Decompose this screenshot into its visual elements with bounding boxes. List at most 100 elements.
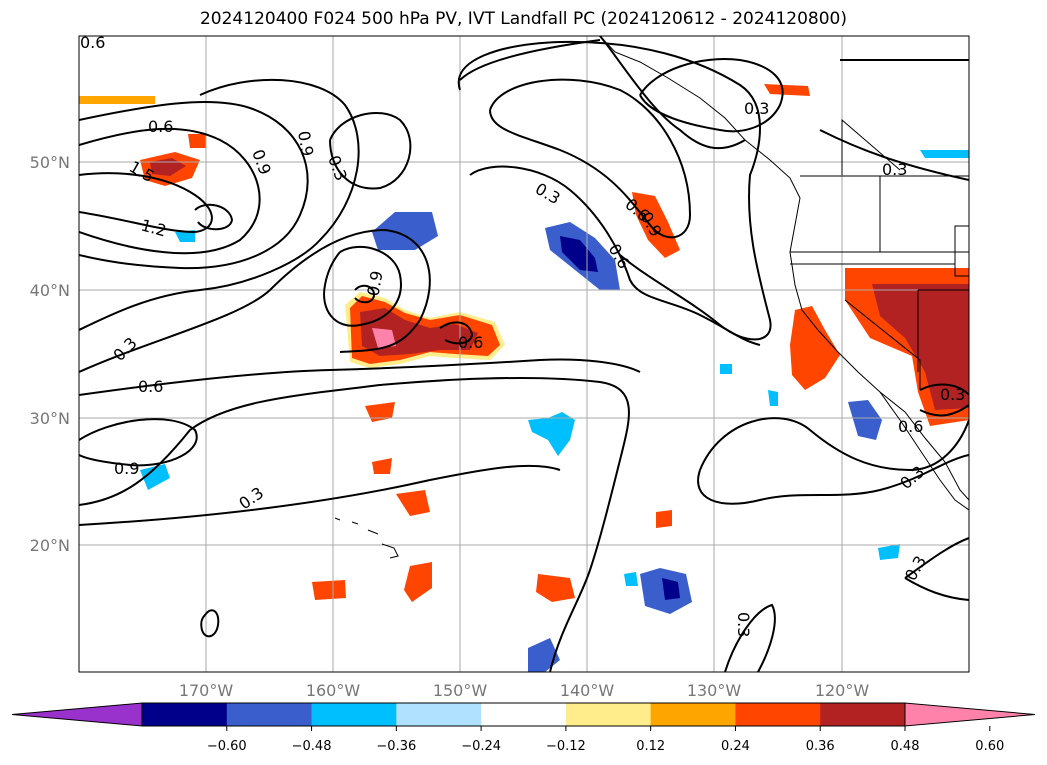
contour-label: 0.6 bbox=[148, 117, 173, 136]
colorbar-segment bbox=[226, 703, 313, 726]
colorbar-segment bbox=[142, 703, 228, 726]
pv-contour bbox=[79, 127, 261, 255]
contour-label: 0.3 bbox=[940, 385, 965, 404]
pv-contour bbox=[79, 228, 431, 373]
colorbar-tick-labels: −0.60 −0.48 −0.36 −0.24 −0.12 0.12 0.24 0.36 0.4… bbox=[207, 726, 1004, 754]
pv-positive-region bbox=[764, 84, 810, 96]
hawaii-islands bbox=[334, 517, 399, 559]
lat-label: 30°N bbox=[30, 409, 70, 428]
pv-contour bbox=[639, 58, 784, 133]
pv-positive-region bbox=[536, 574, 575, 602]
pv-negative-region bbox=[528, 412, 575, 456]
pv-contour bbox=[489, 78, 692, 239]
contour-label: 0.6 bbox=[138, 377, 163, 396]
colorbar-extend-low bbox=[11, 702, 143, 727]
lon-label: 130°W bbox=[687, 681, 742, 700]
pv-contour bbox=[79, 358, 641, 396]
pv-positive-region bbox=[790, 306, 840, 390]
contour-label: 0.9 bbox=[364, 269, 387, 297]
pv-contour bbox=[819, 59, 969, 181]
lat-label: 50°N bbox=[30, 153, 70, 172]
pv-negative-region bbox=[720, 364, 732, 374]
pv-negative-region bbox=[175, 230, 195, 242]
pv-contour bbox=[79, 78, 360, 331]
colorbar-frame bbox=[141, 702, 906, 727]
colorbar-tick-label: 0.60 bbox=[975, 739, 1004, 754]
lat-label: 20°N bbox=[30, 536, 70, 555]
contour-label: 0.9 bbox=[114, 459, 139, 478]
colorbar-tick-label: 0.12 bbox=[636, 739, 665, 754]
pv-contour bbox=[919, 383, 969, 417]
colorbar-tick-label: −0.48 bbox=[292, 739, 332, 754]
pv-contour bbox=[194, 203, 234, 231]
lon-label: 140°W bbox=[560, 681, 615, 700]
contour-label: 0.3 bbox=[109, 333, 140, 364]
contour-labels: 0.6 0.6 1.5 0.9 1.2 0.9 0.3 0.3 0.6 0.9 … bbox=[80, 33, 965, 637]
lon-label: 150°W bbox=[433, 681, 488, 700]
colorbar-extend-high bbox=[904, 702, 1036, 727]
colorbar-tick-label: −0.24 bbox=[461, 739, 501, 754]
pv-negative-region bbox=[920, 150, 969, 158]
pv-negative-region bbox=[140, 464, 170, 490]
pv-negative-region bbox=[662, 578, 680, 600]
lon-label: 120°W bbox=[815, 681, 870, 700]
colorbar-segment bbox=[650, 703, 736, 726]
colorbar-tick-label: 0.24 bbox=[721, 739, 750, 754]
pv-positive-region bbox=[188, 134, 206, 148]
map-title: 2024120400 F024 500 hPa PV, IVT Landfall… bbox=[199, 9, 847, 29]
pv-positive-region bbox=[365, 402, 395, 422]
pv-contour bbox=[697, 454, 969, 505]
pv-positive-region bbox=[656, 510, 672, 528]
pv-contour bbox=[699, 417, 969, 472]
pv-contour bbox=[79, 377, 630, 672]
pv-positive-region bbox=[404, 562, 432, 602]
pv-contour bbox=[469, 165, 761, 346]
pv-positive-region bbox=[372, 458, 392, 474]
pv-contour bbox=[354, 284, 376, 304]
pv-contour bbox=[79, 172, 213, 234]
colorbar-segment bbox=[311, 703, 397, 726]
lat-label: 40°N bbox=[30, 281, 70, 300]
coastlines bbox=[334, 36, 969, 559]
lon-label: 170°W bbox=[179, 681, 234, 700]
lon-label: 160°W bbox=[306, 681, 361, 700]
contour-label: 0.3 bbox=[532, 179, 564, 208]
pv-positive-region bbox=[632, 192, 680, 258]
pv-contour bbox=[200, 609, 220, 638]
pv-positive-region bbox=[312, 580, 346, 600]
longitude-labels: 170°W 160°W 150°W 140°W 130°W 120°W bbox=[179, 681, 870, 700]
state-borders bbox=[954, 225, 969, 277]
contour-label: 1.2 bbox=[139, 216, 169, 241]
pv-positive-region bbox=[872, 284, 969, 410]
colorbar-tick-label: 0.36 bbox=[806, 739, 835, 754]
pv-negative-region bbox=[768, 390, 778, 406]
pv-negative-region bbox=[372, 212, 438, 250]
pv-contour bbox=[79, 418, 198, 467]
map-frame bbox=[78, 35, 970, 673]
colorbar-segment bbox=[565, 703, 652, 726]
pv-negative-region bbox=[848, 400, 882, 440]
colorbar-segment bbox=[396, 703, 482, 726]
pv-contour bbox=[459, 36, 746, 150]
pv-positive-region bbox=[372, 328, 396, 348]
contour-label: 0.3 bbox=[734, 612, 753, 637]
pv-contour bbox=[457, 40, 772, 341]
pv-fill-layer bbox=[79, 84, 969, 672]
colorbar-tick-label: −0.12 bbox=[546, 739, 586, 754]
colorbar-tick-label: −0.36 bbox=[376, 739, 416, 754]
latitude-labels: 50°N 40°N 30°N 20°N bbox=[30, 153, 70, 555]
contour-label: 0.3 bbox=[744, 99, 769, 118]
contour-label: 0.3 bbox=[882, 160, 907, 179]
pv-positive-region bbox=[79, 96, 155, 104]
pv-contour bbox=[79, 464, 561, 526]
state-borders bbox=[790, 118, 969, 390]
pv-negative-region bbox=[560, 236, 598, 272]
colorbar-tick-label: −0.60 bbox=[207, 739, 247, 754]
colorbar-segment bbox=[735, 703, 821, 726]
pv-contour bbox=[329, 111, 412, 190]
pv-negative-region bbox=[878, 544, 900, 560]
contour-label: 0.9 bbox=[294, 129, 317, 157]
contour-label: 0.6 bbox=[458, 333, 483, 352]
colorbar-tick-label: 0.48 bbox=[891, 739, 920, 754]
